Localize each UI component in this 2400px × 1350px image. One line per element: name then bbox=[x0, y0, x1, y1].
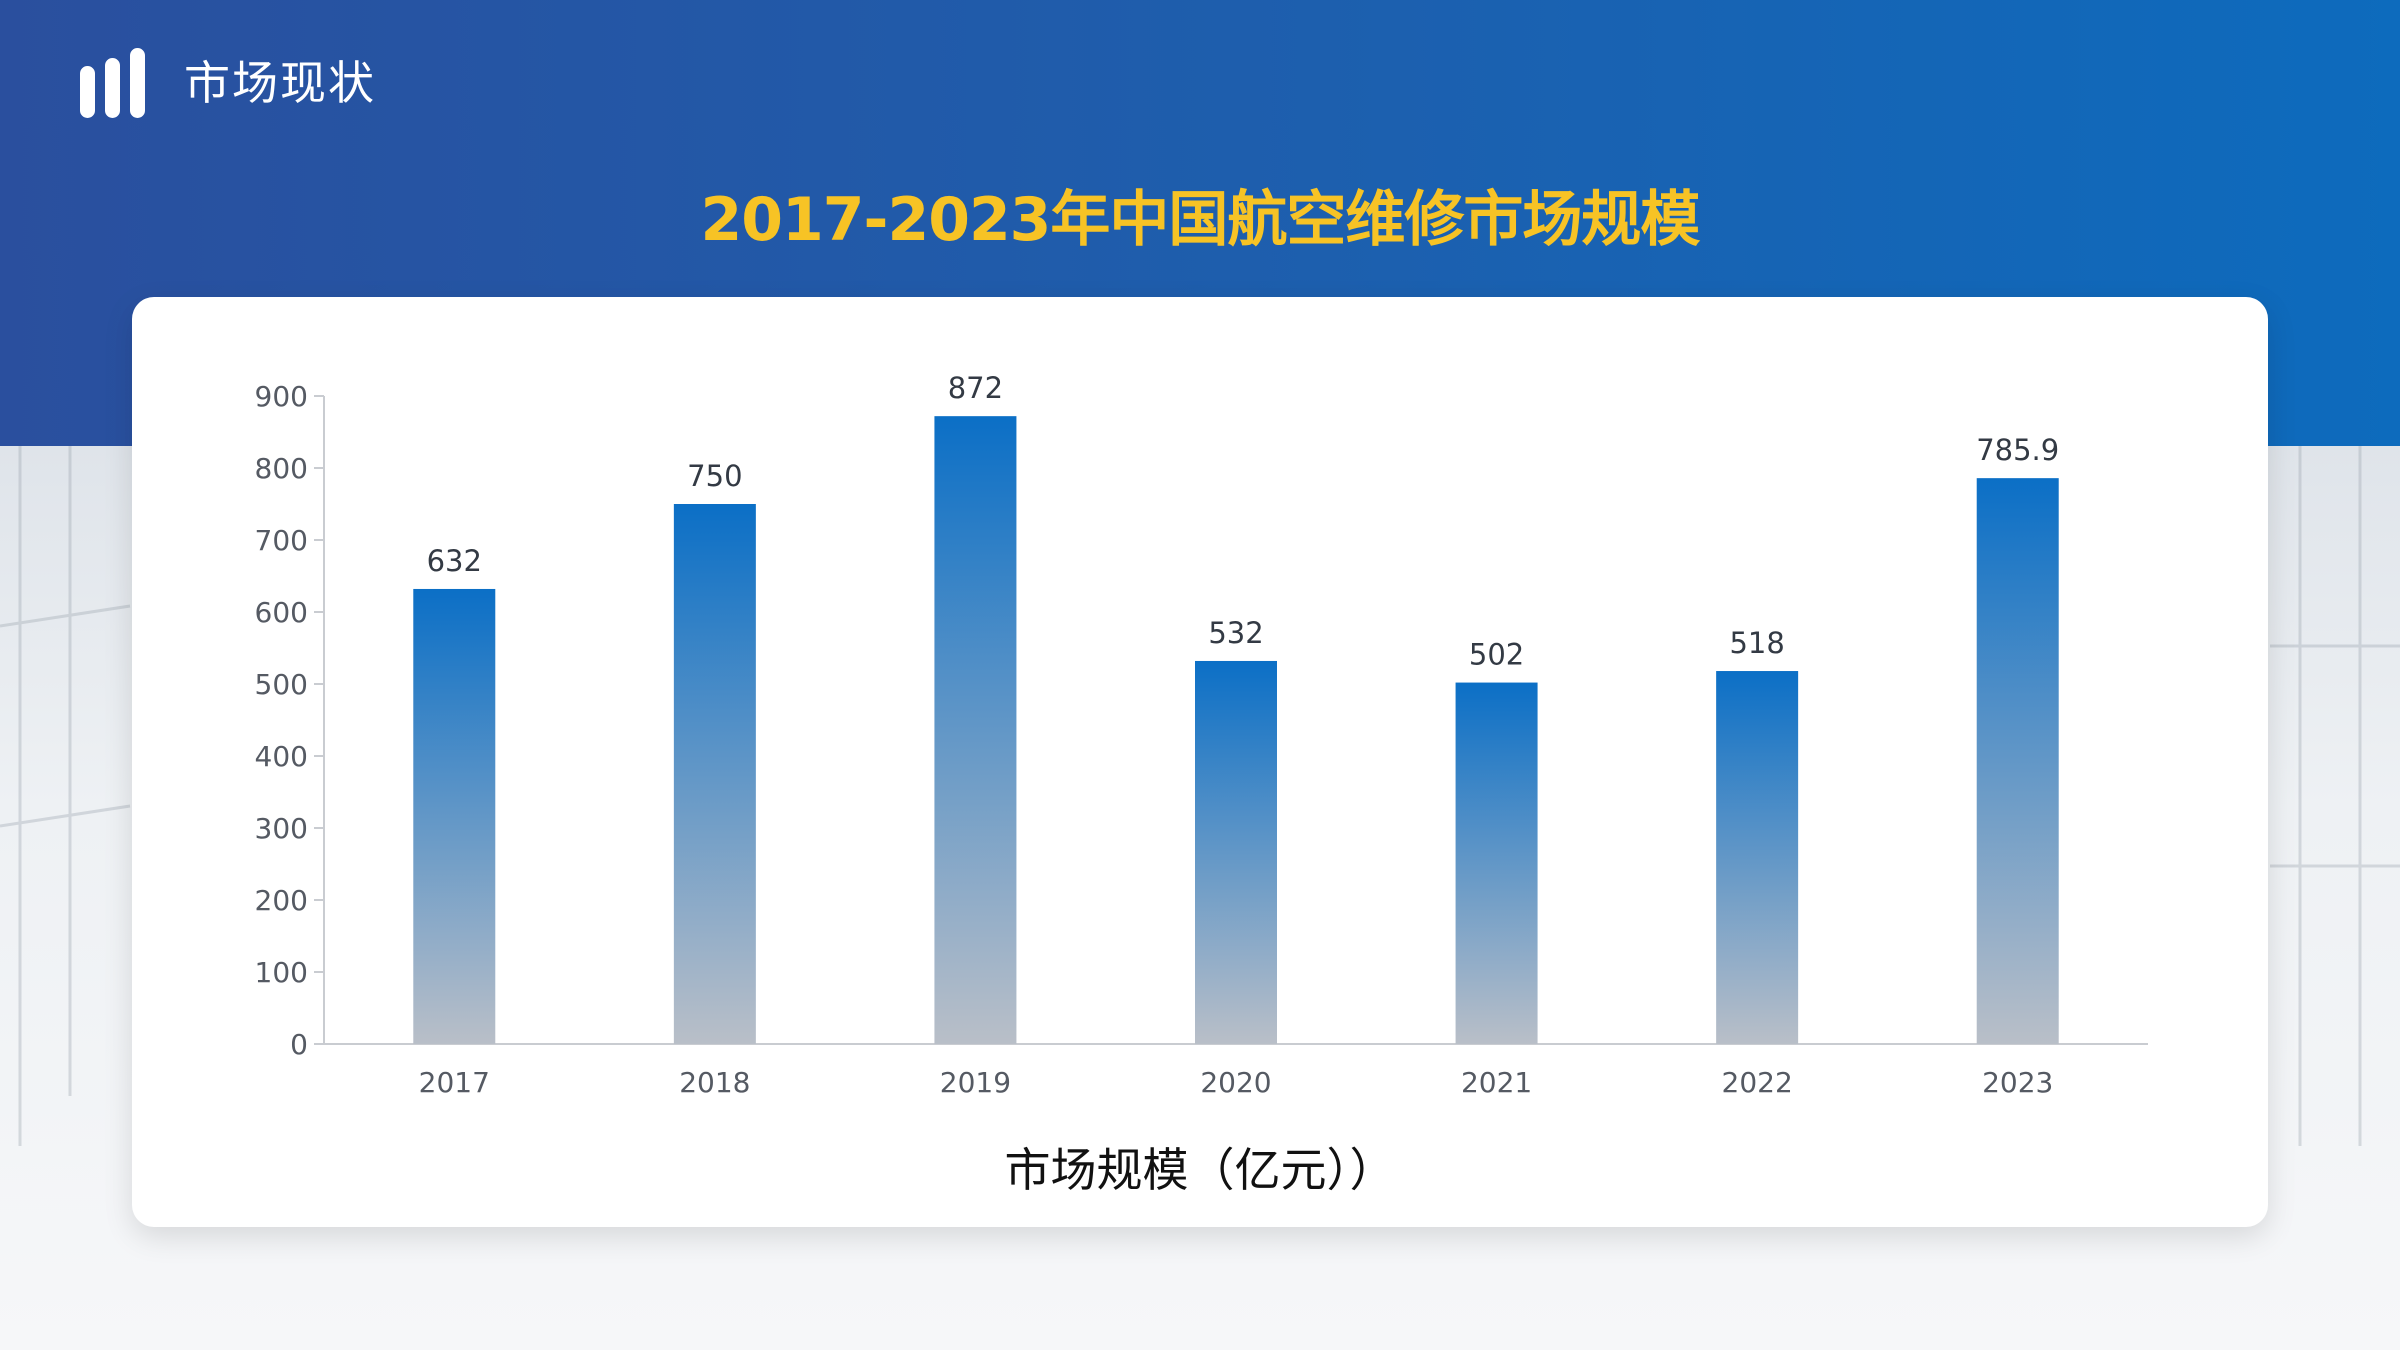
chart-title: 2017-2023年中国航空维修市场规模 bbox=[700, 185, 1701, 255]
bar-2023 bbox=[1976, 478, 2059, 1045]
bar-2022 bbox=[1716, 671, 1799, 1044]
data-label-2021: 502 bbox=[1469, 638, 1524, 672]
data-label-2018: 750 bbox=[687, 459, 742, 493]
x-tick-label-2018: 2018 bbox=[679, 1066, 750, 1099]
bar-2018 bbox=[673, 504, 756, 1044]
x-tick-label-2020: 2020 bbox=[1200, 1066, 1271, 1099]
y-tick-label: 900 bbox=[255, 380, 308, 413]
background-structure bbox=[0, 446, 2400, 1146]
data-label-2023: 785.9 bbox=[1976, 433, 2059, 467]
y-tick-label: 0 bbox=[290, 1028, 308, 1061]
y-tick-label: 600 bbox=[255, 596, 308, 629]
x-axis-title: 市场规模（亿元）） bbox=[1004, 1143, 1396, 1197]
y-tick-label: 300 bbox=[255, 812, 308, 845]
x-tick-label-2022: 2022 bbox=[1722, 1066, 1793, 1099]
data-label-2019: 872 bbox=[948, 371, 1003, 405]
data-label-2020: 532 bbox=[1208, 616, 1263, 650]
y-tick-label: 400 bbox=[255, 740, 308, 773]
y-tick-label: 100 bbox=[255, 956, 308, 989]
x-tick-label-2017: 2017 bbox=[419, 1066, 490, 1099]
bar-2019 bbox=[934, 416, 1017, 1044]
data-label-2017: 632 bbox=[427, 544, 482, 578]
x-tick-label-2021: 2021 bbox=[1461, 1066, 1532, 1099]
x-tick-label-2023: 2023 bbox=[1982, 1066, 2053, 1099]
y-tick-label: 800 bbox=[255, 452, 308, 485]
bar-logo-icon bbox=[80, 48, 150, 118]
y-tick-label: 700 bbox=[255, 524, 308, 557]
y-tick-label: 200 bbox=[255, 884, 308, 917]
y-tick-label: 500 bbox=[255, 668, 308, 701]
x-tick-label-2019: 2019 bbox=[940, 1066, 1011, 1099]
bar-2020 bbox=[1195, 660, 1277, 1044]
bar-2021 bbox=[1455, 682, 1538, 1044]
data-label-2022: 518 bbox=[1729, 626, 1784, 660]
bar-2017 bbox=[413, 588, 496, 1044]
section-title: 市场现状 bbox=[184, 56, 376, 110]
